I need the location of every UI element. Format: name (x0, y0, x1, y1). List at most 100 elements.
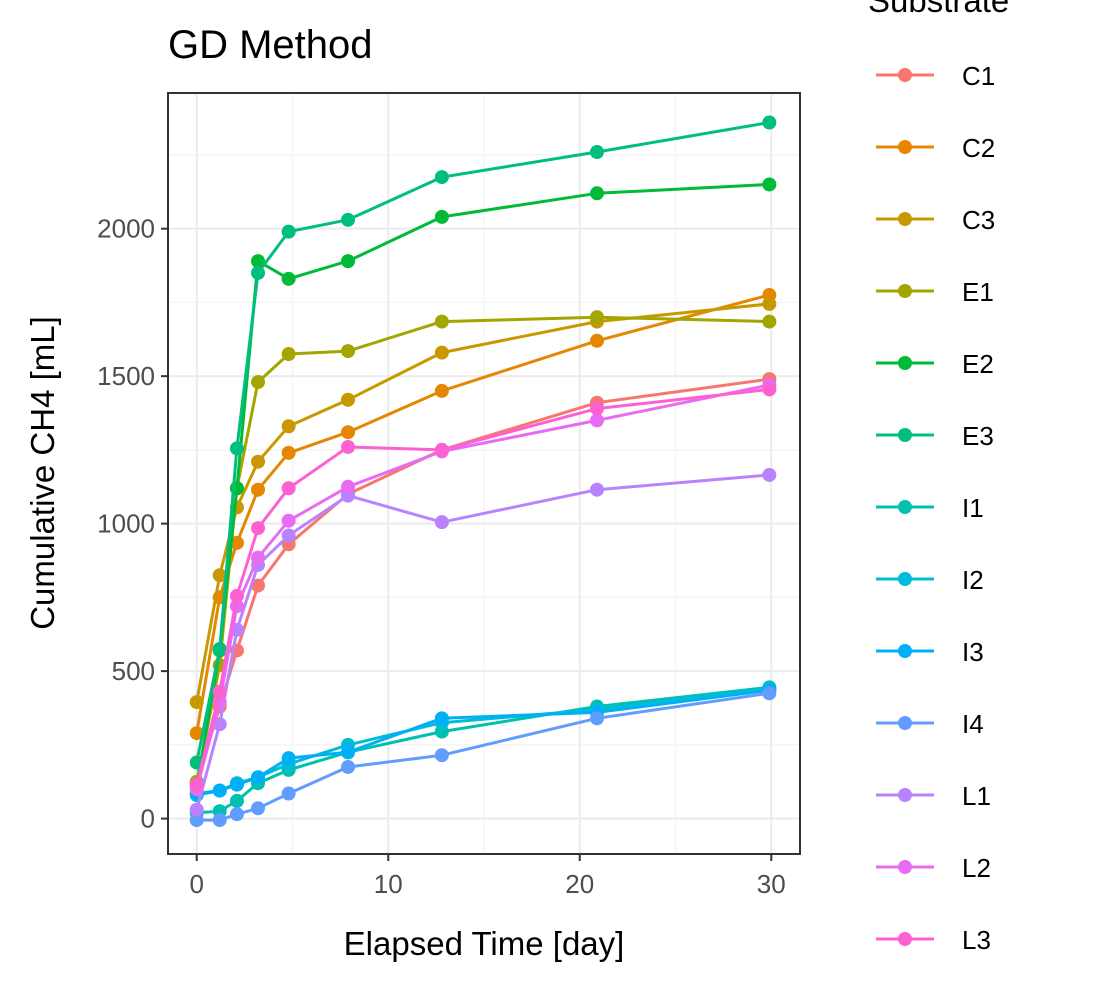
data-point-e2 (589, 186, 604, 201)
data-point-e1 (341, 344, 356, 359)
data-point-e3 (229, 441, 244, 456)
x-axis-title: Elapsed Time [day] (344, 925, 625, 962)
data-point-i4 (281, 786, 296, 801)
legend-item-e3: E3 (876, 421, 994, 451)
data-point-e1 (762, 314, 777, 329)
y-tick-label: 1500 (97, 361, 155, 391)
data-point-e2 (251, 254, 266, 269)
series-i4 (189, 686, 777, 828)
legend-swatch-point (898, 644, 912, 658)
legend-item-e1: E1 (876, 277, 994, 307)
series-l3 (189, 382, 777, 792)
legend-label: C2 (962, 133, 995, 163)
legend-label: L1 (962, 781, 991, 811)
legend-item-c3: C3 (876, 205, 995, 235)
legend-label: E2 (962, 349, 994, 379)
data-point-c3 (434, 345, 449, 360)
data-point-c2 (189, 726, 204, 741)
data-point-i4 (189, 813, 204, 828)
data-point-e3 (341, 212, 356, 227)
legend-label: I3 (962, 637, 984, 667)
data-point-i3 (341, 745, 356, 760)
data-point-l1 (589, 482, 604, 497)
chart-title: GD Method (168, 23, 373, 67)
data-point-c2 (229, 535, 244, 550)
data-point-e2 (762, 177, 777, 192)
data-point-l3 (341, 439, 356, 454)
x-tick-label: 10 (374, 869, 403, 899)
data-point-l3 (251, 521, 266, 536)
data-point-c2 (341, 425, 356, 440)
series-layer (189, 115, 777, 828)
data-point-e3 (212, 642, 227, 657)
data-point-l2 (281, 513, 296, 528)
data-point-c3 (189, 695, 204, 710)
data-point-e2 (341, 254, 356, 269)
data-point-l1 (762, 467, 777, 482)
data-point-e1 (281, 347, 296, 362)
data-point-e1 (251, 375, 266, 390)
legend-label: E3 (962, 421, 994, 451)
data-point-l1 (281, 528, 296, 543)
legend-label: I4 (962, 709, 984, 739)
legend-label: C3 (962, 205, 995, 235)
legend-swatch-point (898, 68, 912, 82)
data-point-c3 (212, 568, 227, 583)
plot-panel (167, 92, 801, 855)
data-point-e2 (281, 271, 296, 286)
data-point-l3 (589, 401, 604, 416)
data-point-l3 (189, 777, 204, 792)
data-point-e3 (281, 224, 296, 239)
legend-label: I1 (962, 493, 984, 523)
data-point-i4 (229, 807, 244, 822)
legend-item-l1: L1 (876, 781, 991, 811)
x-tick-label: 30 (757, 869, 786, 899)
legend-item-l3: L3 (876, 925, 991, 955)
data-point-i3 (281, 751, 296, 766)
y-tick-label: 2000 (97, 214, 155, 244)
data-point-l3 (229, 588, 244, 603)
data-point-i3 (229, 777, 244, 792)
data-point-l2 (589, 413, 604, 428)
series-e3 (189, 115, 777, 770)
data-point-e3 (434, 170, 449, 185)
data-point-i3 (212, 783, 227, 798)
legend-swatch-point (898, 284, 912, 298)
legend-item-i1: I1 (876, 493, 984, 523)
data-point-e3 (589, 144, 604, 159)
legend-swatch-point (898, 860, 912, 874)
data-point-l3 (212, 684, 227, 699)
legend-swatch-point (898, 572, 912, 586)
legend-label: C1 (962, 61, 995, 91)
data-point-i4 (341, 759, 356, 774)
legend-item-i4: I4 (876, 709, 984, 739)
x-tick-label: 20 (565, 869, 594, 899)
y-tick-label: 0 (141, 804, 155, 834)
legend-item-i2: I2 (876, 565, 984, 595)
data-point-c2 (434, 383, 449, 398)
data-point-i4 (434, 748, 449, 763)
legend-items: C1 C2 C3 E1 E2 E3 I1 I2 I3 I4 L1 L2 L3 (876, 61, 995, 955)
y-axis-title: Cumulative CH4 [mL] (24, 316, 61, 630)
data-point-i4 (212, 813, 227, 828)
legend-swatch-point (898, 500, 912, 514)
minor-gridlines (168, 93, 800, 854)
data-point-l1 (189, 802, 204, 817)
data-point-i4 (251, 801, 266, 816)
data-point-e1 (589, 310, 604, 325)
legend-swatch-point (898, 212, 912, 226)
y-axis: 0 500 1000 1500 2000 (97, 214, 168, 834)
data-point-c3 (762, 296, 777, 311)
data-point-c3 (341, 392, 356, 407)
data-point-i4 (589, 711, 604, 726)
x-tick-label: 0 (189, 869, 203, 899)
legend-label: I2 (962, 565, 984, 595)
legend-item-c2: C2 (876, 133, 995, 163)
legend-item-i3: I3 (876, 637, 984, 667)
legend-swatch-point (898, 356, 912, 370)
data-point-l1 (434, 515, 449, 530)
data-point-c2 (251, 482, 266, 497)
y-tick-label: 1000 (97, 509, 155, 539)
data-point-e2 (434, 209, 449, 224)
